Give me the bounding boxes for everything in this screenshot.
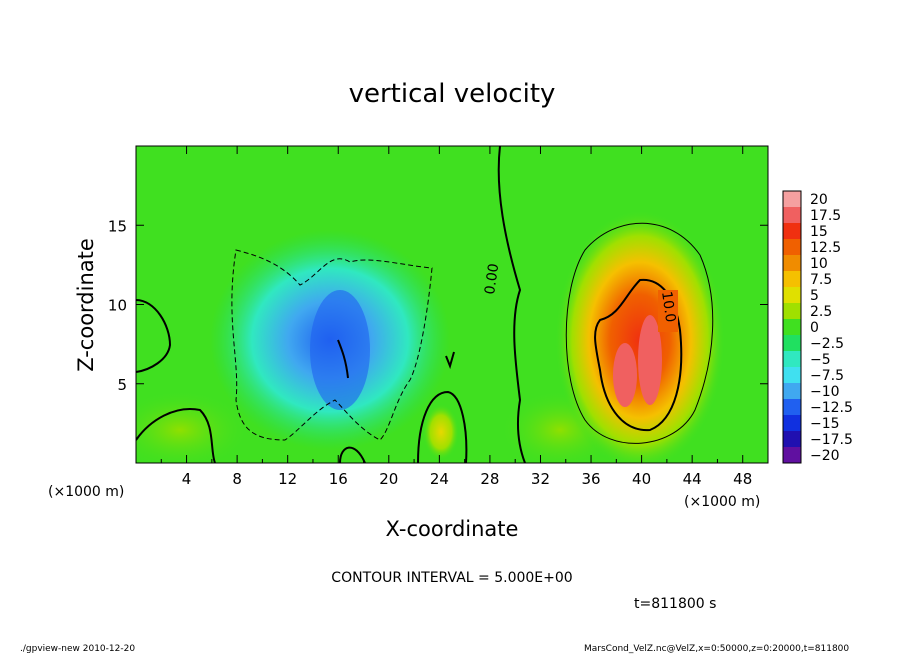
x-tick-label: 12 (278, 470, 297, 488)
colorbar-swatch (783, 191, 801, 208)
x-tick-label: 20 (379, 470, 398, 488)
colorbar-swatch (783, 351, 801, 368)
colorbar-swatch (783, 415, 801, 432)
colorbar-label: 2.5 (810, 304, 832, 320)
x-axis-label: X-coordinate (386, 517, 519, 541)
colorbar-label: 20 (810, 192, 828, 208)
footer-right: MarsCond_VelZ.nc@VelZ,x=0:50000,z=0:2000… (584, 644, 849, 654)
y-tick-label: 15 (108, 217, 127, 235)
contour-label-zero-bg (476, 250, 498, 298)
x-unit-label-right: (×1000 m) (684, 494, 760, 510)
contour-interval-text: CONTOUR INTERVAL = 5.000E+00 (331, 570, 572, 586)
colorbar-swatch (783, 303, 801, 320)
x-tick-label: 8 (232, 470, 242, 488)
colorbar-label: −17.5 (810, 432, 853, 448)
colorbar-swatch (783, 287, 801, 304)
small-updraft (423, 404, 459, 460)
x-tick-label: 16 (329, 470, 348, 488)
downdraft-core (310, 290, 370, 410)
y-axis-label: Z-coordinate (74, 238, 98, 372)
contour-minus-5 (231, 249, 433, 441)
x-tick-label: 44 (683, 470, 702, 488)
x-tick-label: 32 (531, 470, 550, 488)
colorbar-label: −20 (810, 448, 840, 464)
chart-title: vertical velocity (349, 79, 556, 109)
colorbar-label: 10 (810, 256, 828, 272)
colorbar-swatch (783, 319, 801, 336)
updraft-core-left (613, 343, 637, 407)
footer-left: ./gpview-new 2010-12-20 (20, 644, 135, 654)
colorbar-label: −10 (810, 384, 840, 400)
colorbar-label: −2.5 (810, 336, 844, 352)
contour-10 (594, 278, 683, 432)
colorbar-label: −5 (810, 352, 831, 368)
colorbar-swatch (783, 271, 801, 288)
x-tick-label: 28 (480, 470, 499, 488)
contour-zero-main (497, 146, 526, 463)
x-unit-label-left: (×1000 m) (48, 484, 124, 500)
x-tick-label: 40 (632, 470, 651, 488)
y-axis-ticks: 5 10 15 (108, 217, 768, 394)
colorbar-label: −12.5 (810, 400, 853, 416)
colorbar-swatch (783, 255, 801, 272)
colorbar-swatch (783, 239, 801, 256)
contour-label-ten: 10.0 (658, 290, 678, 323)
colorbar-label: −15 (810, 416, 840, 432)
contour-label-zero: 0.00 (482, 262, 502, 295)
contour-zero-mid (339, 446, 366, 463)
x-tick-label: 48 (733, 470, 752, 488)
colorbar-label: 15 (810, 224, 828, 240)
contour-minus-10-b (445, 351, 455, 370)
y-tick-label: 10 (108, 297, 127, 315)
colorbar-label: 0 (810, 320, 819, 336)
colorbar-label: 12.5 (810, 240, 841, 256)
x-axis-ticks: 4 8 12 16 20 24 28 32 36 40 44 48 (160, 146, 752, 488)
updraft-core-right (638, 315, 662, 405)
x-tick-label: 24 (430, 470, 449, 488)
contour-zero-small (417, 390, 468, 463)
contour-minus-10-a (337, 339, 349, 379)
colorbar-swatch (783, 367, 801, 384)
weak-updraft-left (136, 390, 250, 463)
colorbar-label: −7.5 (810, 368, 844, 384)
contour-zero-left-top (136, 299, 172, 373)
contour-5 (565, 222, 714, 444)
contour-label-ten-bg (658, 290, 678, 332)
colorbar-swatch (783, 383, 801, 400)
colorbar-swatch (783, 335, 801, 352)
time-label: t=811800 s (634, 596, 716, 612)
colorbar-swatch (783, 431, 801, 448)
colorbar-swatch (783, 399, 801, 416)
colorbar-label: 5 (810, 288, 819, 304)
colorbar-swatch (783, 207, 801, 224)
colorbar-label: 17.5 (810, 208, 841, 224)
y-tick-label: 5 (117, 376, 127, 394)
colorbar-swatch (783, 447, 801, 464)
colorbar-swatch (783, 223, 801, 240)
colorbar-label: 7.5 (810, 272, 832, 288)
x-tick-label: 36 (581, 470, 600, 488)
x-tick-label: 4 (182, 470, 192, 488)
plot-field (136, 146, 768, 463)
colorbar: 2017.51512.5107.552.50−2.5−5−7.5−10−12.5… (782, 190, 853, 464)
colorbar-frame (782, 190, 802, 464)
contour-zero-left-bottom (136, 408, 216, 463)
